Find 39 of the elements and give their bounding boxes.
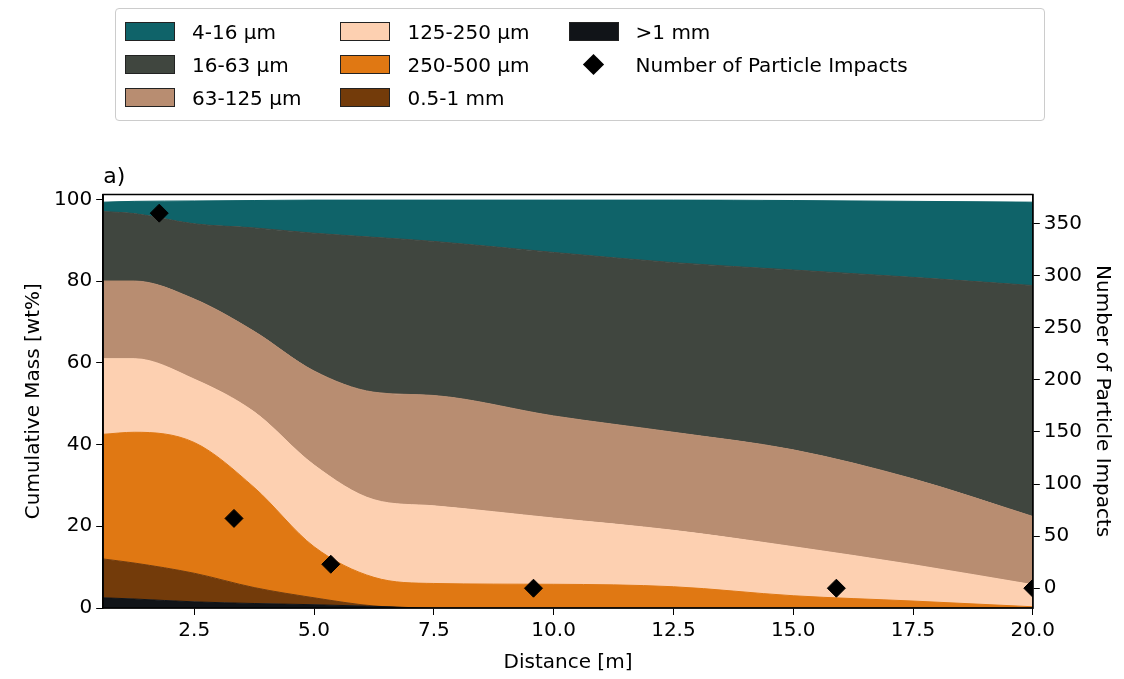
y-tick-label: 40 (66, 430, 93, 455)
y2-tick-label: 150 (1043, 418, 1083, 443)
x-tick-label: 20.0 (1010, 617, 1056, 642)
legend-label: 125-250 μm (407, 19, 530, 44)
y-axis-title: Cumulative Mass [wt%] (20, 283, 45, 520)
legend-label: 16-63 μm (192, 52, 289, 77)
x-tick-label: 15.0 (770, 617, 816, 642)
y2-tick-label: 250 (1043, 313, 1083, 338)
legend-label: 250-500 μm (407, 52, 530, 77)
y2-tick-label: 100 (1043, 470, 1083, 495)
x-tick-label: 7.5 (417, 617, 450, 642)
x-tick-label: 2.5 (178, 617, 211, 642)
y-tick-label: 80 (66, 267, 93, 292)
x-axis-title: Distance [m] (503, 649, 633, 674)
legend-label: 63-125 μm (192, 85, 302, 110)
x-tick-label: 17.5 (890, 617, 936, 642)
y2-tick-label: 200 (1043, 366, 1083, 391)
legend-label: 0.5-1 mm (407, 85, 505, 110)
y2-axis-title: Number of Particle Impacts (1091, 265, 1116, 538)
legend-label: Number of Particle Impacts (635, 52, 908, 77)
point (524, 578, 543, 598)
y-tick-label: 0 (79, 594, 93, 619)
y-tick-label: 60 (66, 348, 93, 373)
y2-tick-label: 300 (1043, 261, 1083, 286)
point (321, 554, 341, 574)
x-tick-label: 5.0 (298, 617, 330, 642)
y2-tick-label: 0 (1043, 574, 1057, 599)
legend-label: >1 mm (635, 19, 711, 44)
x-tick-label: 12.5 (651, 617, 696, 642)
y2-tick-label: 350 (1043, 209, 1083, 234)
chart-title: a) (103, 162, 126, 188)
point (149, 203, 169, 223)
point (826, 578, 846, 598)
y-tick-label: 20 (66, 512, 93, 537)
point (224, 508, 244, 528)
legend-label: 4-16 μm (192, 19, 276, 44)
x-tick-label: 10.0 (531, 617, 576, 642)
y-tick-label: 100 (53, 185, 93, 210)
y2-tick-label: 50 (1043, 522, 1070, 547)
